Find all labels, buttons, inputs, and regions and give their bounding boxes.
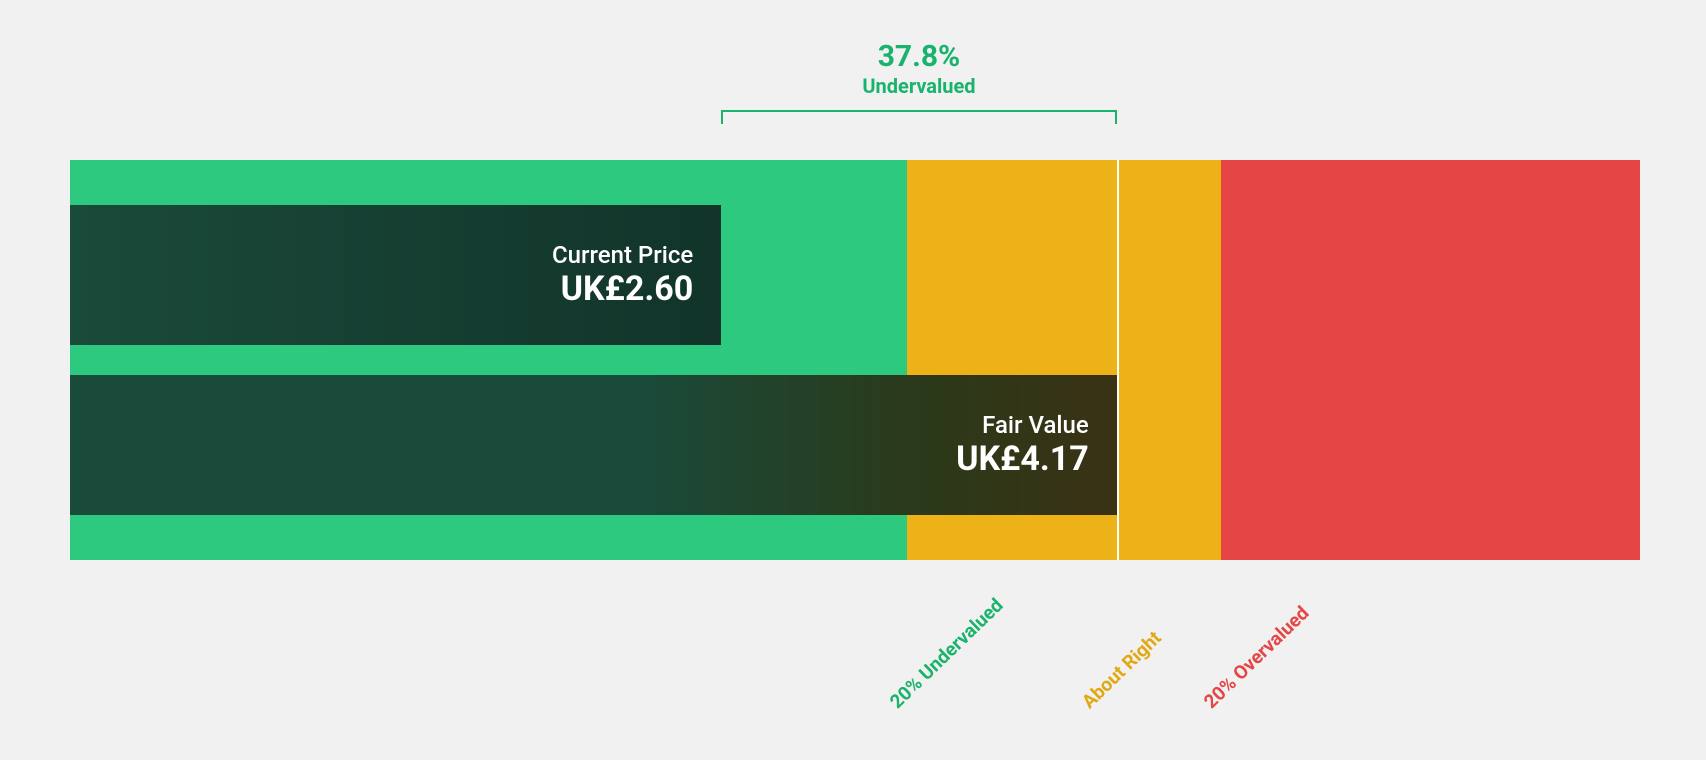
fair-value-value: UK£4.17 — [956, 439, 1089, 479]
zone-overvalued — [1221, 160, 1640, 560]
valuation-bracket — [721, 110, 1116, 112]
axis-label-overvalued: 20% Overvalued — [1199, 601, 1313, 713]
current-price-value: UK£2.60 — [561, 269, 694, 309]
valuation-chart: 37.8% Undervalued Current Price UK£2.60 … — [0, 0, 1706, 760]
valuation-status: Undervalued — [789, 75, 1049, 97]
current-price-bar: Current Price UK£2.60 — [70, 205, 721, 345]
valuation-percent: 37.8% — [789, 40, 1049, 73]
fair-value-divider — [1117, 160, 1119, 560]
current-price-label: Current Price — [552, 241, 693, 269]
bracket-tick-right — [1115, 112, 1117, 124]
axis-label-about-right: About Right — [1077, 626, 1166, 713]
fair-value-bar: Fair Value UK£4.17 — [70, 375, 1117, 515]
valuation-header: 37.8% Undervalued — [789, 40, 1049, 97]
bracket-tick-left — [721, 112, 723, 124]
fair-value-label: Fair Value — [982, 411, 1089, 439]
axis-label-undervalued: 20% Undervalued — [885, 594, 1008, 713]
